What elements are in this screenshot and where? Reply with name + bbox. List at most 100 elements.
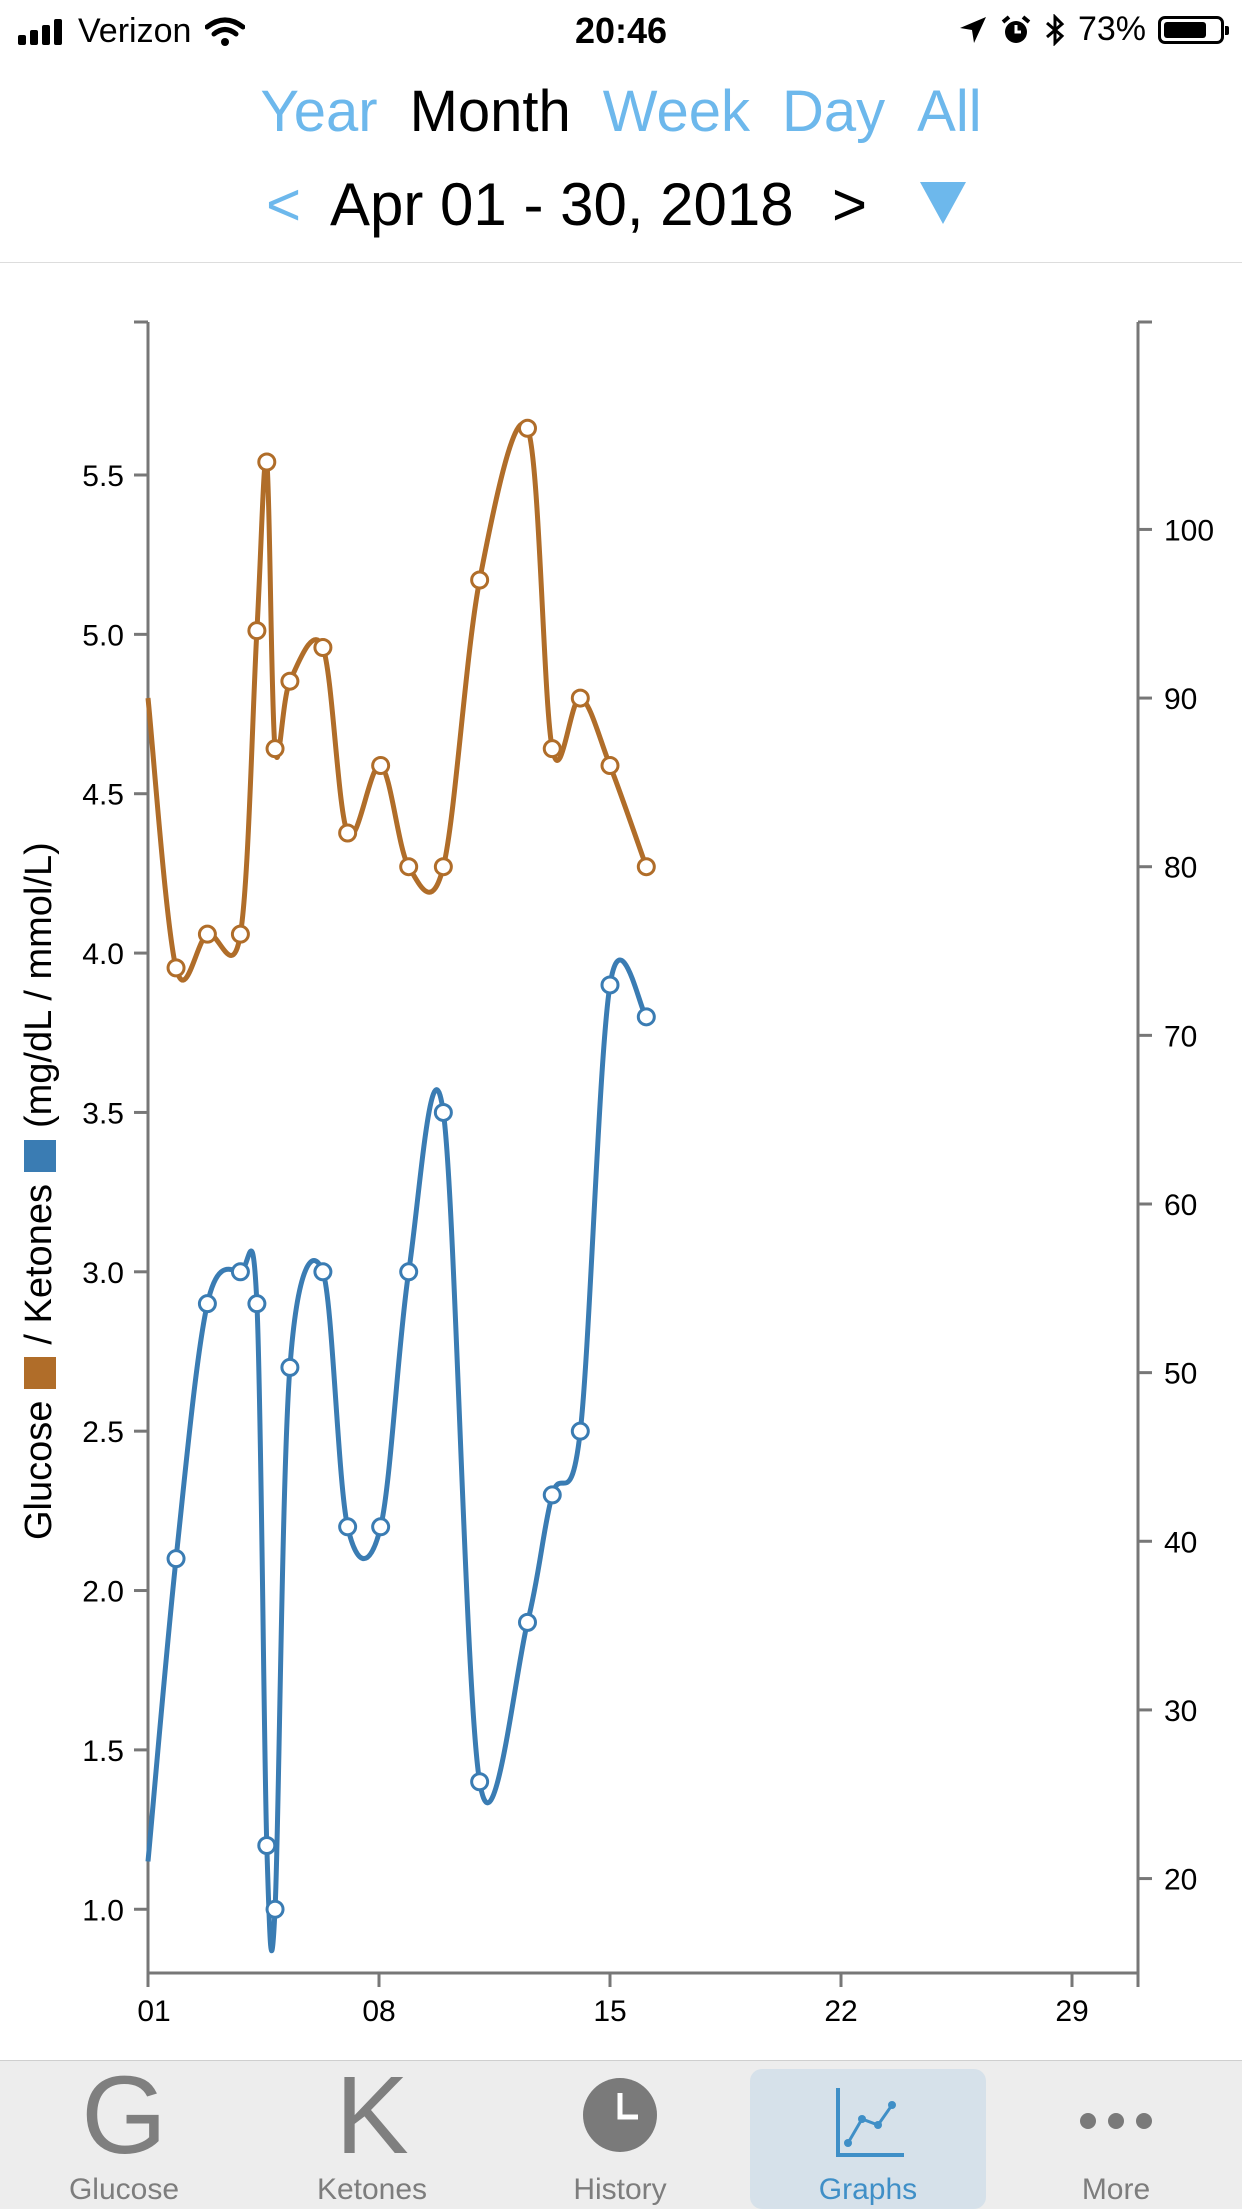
dropdown-triangle-icon[interactable] xyxy=(920,182,966,224)
glucose-point xyxy=(197,924,217,944)
right-axis-tick-label: 20 xyxy=(1164,1864,1197,1897)
carrier-name: Verizon xyxy=(78,12,192,50)
status-bar: Verizon 20:46 73% xyxy=(0,0,1242,64)
ketones-point xyxy=(230,1262,250,1282)
alarm-icon xyxy=(1001,14,1031,43)
ketones-point xyxy=(166,1549,186,1569)
x-axis-tick-label: 15 xyxy=(593,1995,626,2028)
ketones-point xyxy=(257,1836,277,1856)
right-axis-tick-label: 70 xyxy=(1164,1020,1197,1053)
date-range-label: Apr 01 - 30, 2018 xyxy=(330,171,794,238)
right-axis-tick-label: 50 xyxy=(1164,1358,1197,1391)
glucose-point xyxy=(470,570,490,590)
battery-icon xyxy=(1158,15,1229,44)
left-axis-tick-label: 3.0 xyxy=(82,1257,124,1290)
left-axis-tick-label: 2.0 xyxy=(82,1576,124,1609)
glucose-point xyxy=(371,756,391,776)
tab-all[interactable]: All xyxy=(917,79,982,144)
tab-day[interactable]: Day xyxy=(782,79,886,144)
ketones-point xyxy=(636,1007,656,1027)
x-axis-tick-label: 29 xyxy=(1055,1995,1088,2028)
cellular-signal-icon xyxy=(18,18,66,45)
tab-history[interactable]: History xyxy=(502,2061,738,2209)
tab-graphs[interactable]: Graphs xyxy=(750,2069,986,2209)
right-axis-tick-label: 80 xyxy=(1164,852,1197,885)
graph-icon xyxy=(836,2088,904,2157)
location-arrow-icon xyxy=(959,16,986,43)
tab-year[interactable]: Year xyxy=(260,79,378,144)
glucose-point xyxy=(257,452,277,472)
glucose-point xyxy=(265,739,285,759)
right-axis-tick-label: 100 xyxy=(1164,514,1214,547)
wifi-icon xyxy=(205,17,246,46)
status-left: Verizon xyxy=(18,12,246,51)
ketones-point xyxy=(313,1262,333,1282)
x-axis-tick-label: 22 xyxy=(824,1995,857,2028)
left-axis-tick-label: 4.5 xyxy=(82,779,124,812)
ketones-point xyxy=(338,1517,358,1537)
left-axis-tick-label: 4.0 xyxy=(82,938,124,971)
glucose-point xyxy=(636,857,656,877)
glucose-point xyxy=(542,739,562,759)
left-axis-tick-label: 1.5 xyxy=(82,1735,124,1768)
right-axis-tick-label: 60 xyxy=(1164,1189,1197,1222)
left-axis-tick-label: 1.0 xyxy=(82,1894,124,1927)
x-axis-tick-label: 01 xyxy=(137,1995,170,2028)
ketones-point xyxy=(518,1612,537,1632)
glucose-point xyxy=(313,637,333,657)
glucose-point xyxy=(247,621,267,641)
glucose-point xyxy=(518,418,537,438)
ketones-point xyxy=(371,1517,391,1537)
tab-more-label: More xyxy=(1081,2173,1151,2206)
ketones-series-line xyxy=(145,957,649,1954)
ketones-point xyxy=(433,1102,453,1122)
tab-month[interactable]: Month xyxy=(409,79,571,144)
right-axis-tick-label: 40 xyxy=(1164,1526,1197,1559)
glucose-point xyxy=(399,857,419,877)
left-axis-tick-label: 2.5 xyxy=(82,1416,124,1449)
left-axis-tick-label: 5.5 xyxy=(82,460,124,493)
next-period-button[interactable]: > xyxy=(832,171,868,238)
ketones-point xyxy=(265,1899,285,1919)
glucose-icon: G xyxy=(81,2054,167,2177)
tab-ketones[interactable]: K Ketones xyxy=(254,2061,490,2209)
tab-graphs-label: Graphs xyxy=(818,2173,918,2206)
tab-week[interactable]: Week xyxy=(602,79,750,144)
glucose-point xyxy=(600,756,620,776)
ketones-point xyxy=(280,1357,300,1377)
tab-more[interactable]: More xyxy=(998,2061,1234,2209)
status-right: 73% xyxy=(958,10,1229,49)
ketones-point xyxy=(542,1485,562,1505)
clock-icon xyxy=(583,2078,657,2152)
ketones-point xyxy=(197,1294,217,1314)
header-divider xyxy=(0,262,1242,263)
ketones-point xyxy=(570,1421,590,1441)
previous-period-button[interactable]: < xyxy=(266,171,302,238)
tab-glucose-label: Glucose xyxy=(68,2173,180,2206)
ketones-point xyxy=(470,1772,490,1792)
ketones-point xyxy=(600,975,620,995)
glucose-point xyxy=(433,857,453,877)
glucose-point xyxy=(338,823,358,843)
tab-history-label: History xyxy=(573,2173,667,2206)
date-navigator: < Apr 01 - 30, 2018 > xyxy=(0,170,1242,246)
battery-percent: 73% xyxy=(1077,10,1146,48)
tab-glucose[interactable]: G Glucose xyxy=(6,2061,242,2209)
left-axis-tick-label: 5.0 xyxy=(82,619,124,652)
ellipsis-icon xyxy=(1080,2113,1152,2129)
glucose-point xyxy=(230,924,250,944)
glucose-point xyxy=(570,688,590,708)
glucose-series-line xyxy=(145,421,649,983)
range-tabs: Year Month Week Day All xyxy=(0,78,1242,145)
left-axis-tick-label: 3.5 xyxy=(82,1097,124,1130)
glucose-ketones-chart: 1.0 1.5 2.0 2.5 3.0 3.5 4.0 4.5 5.0 5.5 20 30 40 50 60… xyxy=(82,320,1214,2028)
glucose-point xyxy=(280,671,300,691)
ketones-point xyxy=(247,1294,267,1314)
right-axis-tick-label: 30 xyxy=(1164,1695,1197,1728)
right-axis-tick-label: 90 xyxy=(1164,683,1197,716)
bluetooth-icon xyxy=(1045,13,1065,46)
glucose-point xyxy=(166,958,186,978)
bottom-tab-bar: G Glucose K Ketones History Graphs More xyxy=(0,2060,1242,2209)
status-time: 20:46 xyxy=(574,10,668,51)
tab-ketones-label: Ketones xyxy=(316,2173,428,2206)
